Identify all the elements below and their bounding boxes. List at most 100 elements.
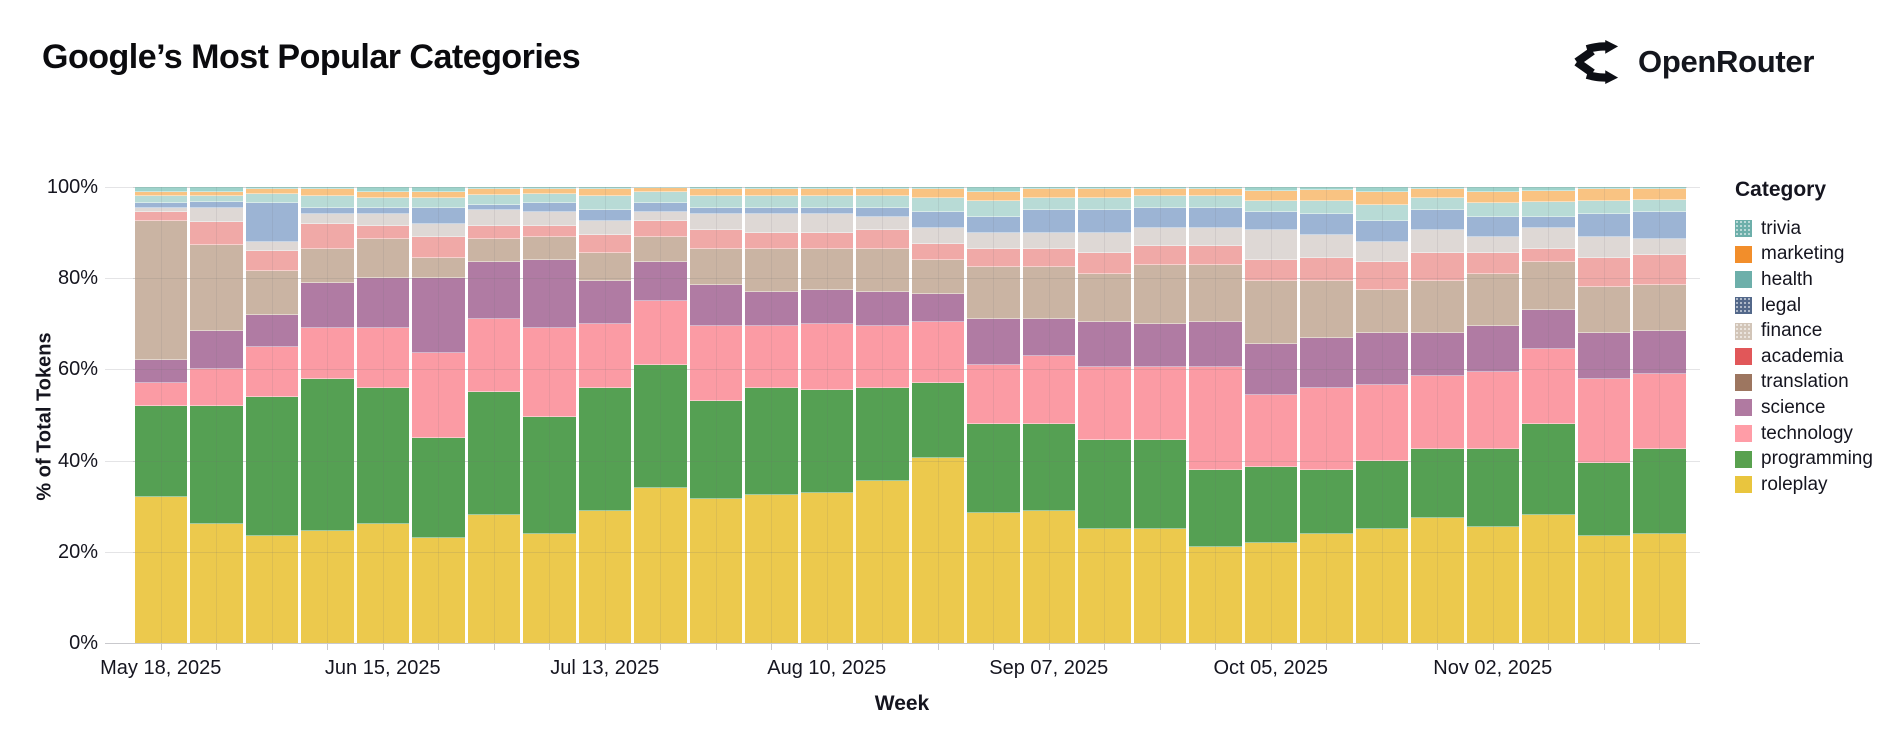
segment-programming[interactable] <box>412 437 465 539</box>
segment-translation[interactable] <box>1522 262 1575 311</box>
segment-marketing[interactable] <box>1411 189 1464 199</box>
segment-roleplay[interactable] <box>245 535 298 643</box>
segment-science[interactable] <box>911 294 964 322</box>
segment-translation[interactable] <box>1633 285 1686 331</box>
segment-translation[interactable] <box>356 239 409 279</box>
segment-roleplay[interactable] <box>1244 542 1297 643</box>
segment-health[interactable] <box>1466 203 1519 217</box>
segment-finance[interactable] <box>967 232 1020 249</box>
segment-health[interactable] <box>800 196 853 208</box>
segment-roleplay[interactable] <box>689 499 742 643</box>
segment-trivia[interactable] <box>967 187 1020 192</box>
segment-programming[interactable] <box>1244 467 1297 543</box>
segment-academia[interactable] <box>1133 246 1186 265</box>
segment-science[interactable] <box>1577 332 1630 379</box>
segment-programming[interactable] <box>134 405 187 498</box>
segment-finance[interactable] <box>1355 241 1408 263</box>
bar-week-aug-03-2025[interactable] <box>745 187 798 643</box>
segment-science[interactable] <box>1300 337 1353 388</box>
bar-week-may-18-2025[interactable] <box>134 187 187 643</box>
bar-week-oct-19-2025[interactable] <box>1355 187 1408 643</box>
segment-health[interactable] <box>245 193 298 204</box>
segment-finance[interactable] <box>1022 232 1075 249</box>
segment-technology[interactable] <box>967 364 1020 425</box>
segment-marketing[interactable] <box>1355 191 1408 206</box>
segment-translation[interactable] <box>301 248 354 283</box>
bar-week-oct-26-2025[interactable] <box>1411 187 1464 643</box>
segment-marketing[interactable] <box>911 189 964 199</box>
segment-roleplay[interactable] <box>911 458 964 643</box>
segment-science[interactable] <box>1466 326 1519 372</box>
segment-science[interactable] <box>800 289 853 324</box>
segment-trivia[interactable] <box>1300 187 1353 191</box>
segment-roleplay[interactable] <box>578 510 631 643</box>
segment-trivia[interactable] <box>134 187 187 192</box>
segment-trivia[interactable] <box>245 187 298 190</box>
segment-academia[interactable] <box>1522 248 1575 263</box>
segment-academia[interactable] <box>523 225 576 238</box>
segment-marketing[interactable] <box>190 191 243 197</box>
segment-roleplay[interactable] <box>1577 535 1630 643</box>
segment-legal[interactable] <box>301 207 354 215</box>
segment-health[interactable] <box>467 195 520 206</box>
segment-roleplay[interactable] <box>1466 526 1519 643</box>
segment-programming[interactable] <box>1022 424 1075 511</box>
segment-programming[interactable] <box>1133 440 1186 529</box>
segment-trivia[interactable] <box>1133 187 1186 190</box>
segment-legal[interactable] <box>1577 214 1630 238</box>
bar-week-sep-21-2025[interactable] <box>1133 187 1186 643</box>
segment-trivia[interactable] <box>1411 187 1464 190</box>
segment-science[interactable] <box>356 278 409 329</box>
bar-week-jun-08-2025[interactable] <box>301 187 354 643</box>
segment-technology[interactable] <box>1633 373 1686 450</box>
segment-health[interactable] <box>1300 200 1353 215</box>
segment-science[interactable] <box>1355 332 1408 386</box>
segment-translation[interactable] <box>1189 264 1242 322</box>
bar-week-sep-14-2025[interactable] <box>1078 187 1131 643</box>
segment-science[interactable] <box>1022 319 1075 356</box>
segment-roleplay[interactable] <box>1189 547 1242 643</box>
segment-legal[interactable] <box>800 207 853 215</box>
segment-roleplay[interactable] <box>1022 510 1075 643</box>
segment-academia[interactable] <box>856 230 909 249</box>
segment-programming[interactable] <box>1577 462 1630 536</box>
segment-legal[interactable] <box>1466 216 1519 238</box>
segment-roleplay[interactable] <box>1133 529 1186 643</box>
segment-health[interactable] <box>1577 200 1630 215</box>
bar-week-sep-28-2025[interactable] <box>1189 187 1242 643</box>
segment-technology[interactable] <box>911 321 964 384</box>
segment-legal[interactable] <box>911 212 964 229</box>
segment-translation[interactable] <box>634 237 687 263</box>
segment-translation[interactable] <box>1577 287 1630 333</box>
segment-translation[interactable] <box>523 237 576 260</box>
segment-academia[interactable] <box>967 248 1020 267</box>
segment-programming[interactable] <box>1355 460 1408 529</box>
segment-programming[interactable] <box>911 383 964 459</box>
segment-marketing[interactable] <box>800 189 853 197</box>
segment-technology[interactable] <box>1244 394 1297 468</box>
segment-marketing[interactable] <box>745 189 798 197</box>
segment-marketing[interactable] <box>1522 190 1575 202</box>
segment-programming[interactable] <box>1189 469 1242 548</box>
segment-finance[interactable] <box>356 214 409 226</box>
segment-roleplay[interactable] <box>412 538 465 643</box>
segment-trivia[interactable] <box>412 187 465 192</box>
segment-finance[interactable] <box>1577 237 1630 258</box>
segment-finance[interactable] <box>467 209 520 226</box>
segment-technology[interactable] <box>245 346 298 397</box>
segment-roleplay[interactable] <box>1300 533 1353 643</box>
segment-marketing[interactable] <box>578 189 631 197</box>
segment-science[interactable] <box>1633 330 1686 374</box>
segment-academia[interactable] <box>578 234 631 254</box>
segment-legal[interactable] <box>1522 216 1575 229</box>
segment-academia[interactable] <box>467 225 520 240</box>
segment-science[interactable] <box>1411 332 1464 377</box>
segment-health[interactable] <box>1244 200 1297 213</box>
segment-health[interactable] <box>1189 196 1242 208</box>
segment-finance[interactable] <box>412 223 465 238</box>
segment-finance[interactable] <box>523 212 576 226</box>
segment-legal[interactable] <box>134 202 187 208</box>
segment-academia[interactable] <box>689 230 742 249</box>
segment-academia[interactable] <box>190 221 243 245</box>
segment-health[interactable] <box>1633 199 1686 213</box>
